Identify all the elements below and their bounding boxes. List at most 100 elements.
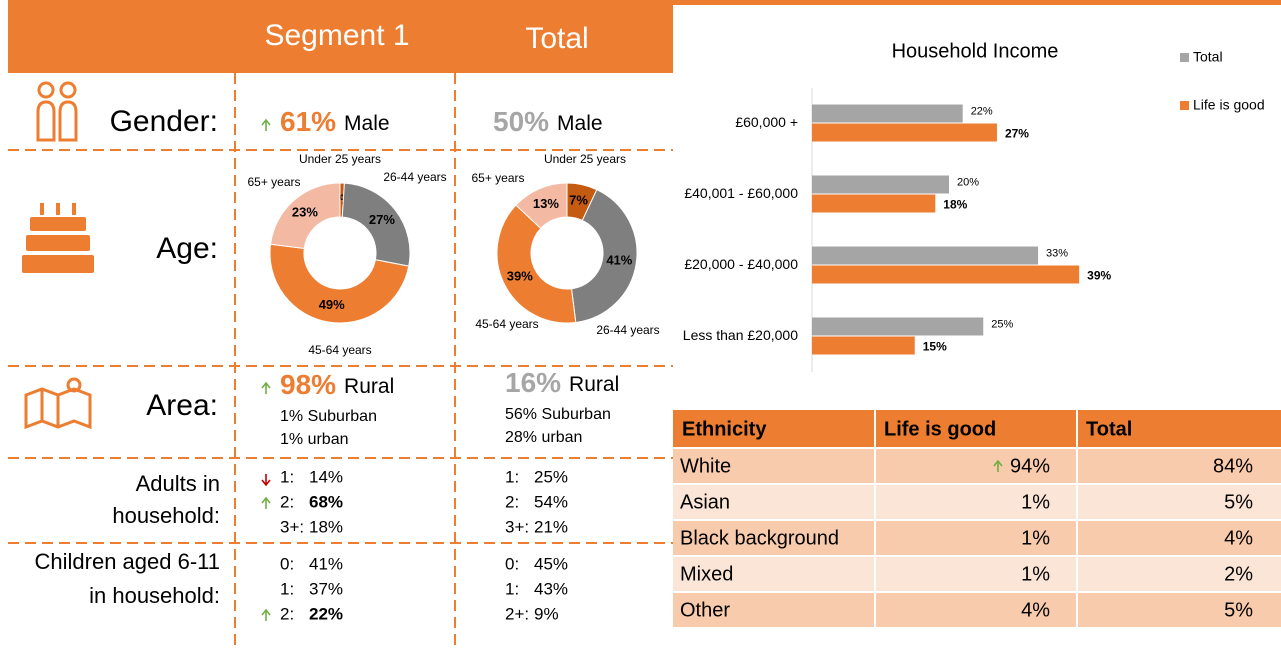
trend-arrow (261, 118, 271, 131)
table-row (673, 484, 1281, 520)
bar (812, 104, 963, 123)
table-header-cell: Total (1086, 418, 1132, 440)
category-label: £20,000 - £40,000 (684, 256, 798, 272)
arrow-head (261, 608, 271, 616)
table-header-cell: Life is good (884, 418, 996, 440)
row-label: household: (112, 503, 220, 528)
row-label: Children aged 6-11 (35, 549, 221, 574)
headline: 98% Rural (280, 369, 394, 400)
arrow-head (993, 459, 1003, 467)
item-key: 0: (505, 554, 519, 573)
bar (812, 336, 915, 355)
row-label: Adults in (136, 471, 220, 496)
row-label: Age: (156, 232, 218, 265)
table-cell: 1% (1021, 527, 1050, 549)
item-key: 1: (505, 467, 519, 486)
chart-title: Household Income (892, 40, 1059, 62)
category-label: Less than £20,000 (683, 327, 798, 343)
slice-category: 65+ years (471, 171, 524, 185)
gender-icon (36, 81, 78, 142)
headline-text: Male (557, 112, 603, 135)
donut-slice (570, 188, 638, 324)
slice-category: 26-44 years (596, 323, 659, 337)
donut-slice (269, 243, 410, 324)
headline-value: 98% (280, 369, 336, 400)
table-cell: 1% (1021, 563, 1050, 585)
item-key: 2: (505, 492, 519, 511)
slice-value: 13% (533, 196, 559, 211)
table-cell: 4% (1021, 599, 1050, 621)
bar-value: 18% (943, 198, 967, 212)
item-key: 3+: (280, 517, 304, 536)
donut-slice (269, 182, 341, 250)
table-cell: 94% (1010, 455, 1050, 477)
bar-value: 27% (1005, 127, 1029, 141)
map-icon (24, 377, 92, 430)
bar (812, 123, 997, 142)
row-label: Gender: (110, 105, 218, 138)
item-value: 54% (534, 492, 568, 511)
table-cell: White (680, 455, 731, 477)
slice-category: 45-64 years (308, 343, 371, 357)
detail: 1% urban (280, 431, 349, 448)
detail: 1% Suburban (280, 408, 377, 425)
legend-swatch (1180, 101, 1189, 110)
slice-category: 26-44 years (383, 170, 446, 184)
donut-slice (341, 182, 411, 267)
donut-slice (515, 182, 568, 230)
bar (812, 265, 1080, 284)
item-key: 2+: (505, 604, 529, 623)
item-value: 41% (309, 554, 343, 573)
donut-slice (496, 204, 577, 324)
headline-text: Male (344, 112, 390, 135)
table-row (673, 592, 1281, 628)
headline-text: Rural (344, 375, 394, 398)
item-value: 18% (309, 517, 343, 536)
slice-value: 39% (507, 268, 533, 283)
item-key: 1: (280, 579, 294, 598)
column-header: Total (525, 22, 588, 55)
item-key: 1: (505, 579, 519, 598)
legend-label: Life is good (1193, 97, 1265, 113)
headline-value: 50% (493, 106, 549, 137)
trend-arrow (261, 496, 271, 509)
slice-category: Under 25 years (544, 152, 626, 166)
headline-value: 16% (505, 367, 561, 398)
headline-value: 61% (280, 106, 336, 137)
item-value: 37% (309, 579, 343, 598)
category-label: £60,000 + (735, 114, 798, 130)
item-key: 2: (280, 604, 294, 623)
table-cell: Other (680, 599, 730, 621)
bar-value: 22% (971, 105, 993, 117)
table-cell: 4% (1224, 527, 1253, 549)
table-cell: 5% (1224, 599, 1253, 621)
detail: 56% Suburban (505, 406, 611, 423)
bar-value: 15% (923, 340, 947, 354)
table-cell: 2% (1224, 563, 1253, 585)
item-key: 3+: (505, 517, 529, 536)
item-value: 25% (534, 467, 568, 486)
item-value: 43% (534, 579, 568, 598)
slice-category: Under 25 years (299, 152, 381, 166)
headline-text: Rural (569, 373, 619, 396)
slice-category: 45-64 years (475, 317, 538, 331)
slice-value: 7% (569, 193, 588, 208)
item-value: 22% (309, 604, 343, 623)
bar (812, 317, 984, 336)
table-cell: Asian (680, 491, 730, 513)
row-label: in household: (89, 583, 220, 608)
detail: 28% urban (505, 429, 582, 446)
top-rule (673, 0, 1281, 5)
arrow-head (261, 496, 271, 504)
trend-arrow (261, 474, 271, 487)
trend-arrow (261, 381, 271, 394)
arrow-head (261, 381, 271, 389)
table-row (673, 520, 1281, 556)
slice-value: 27% (369, 212, 395, 227)
cake-icon (22, 203, 94, 273)
bar (812, 194, 936, 213)
bar-value: 25% (991, 318, 1013, 330)
item-value: 45% (534, 554, 568, 573)
item-value: 21% (534, 517, 568, 536)
